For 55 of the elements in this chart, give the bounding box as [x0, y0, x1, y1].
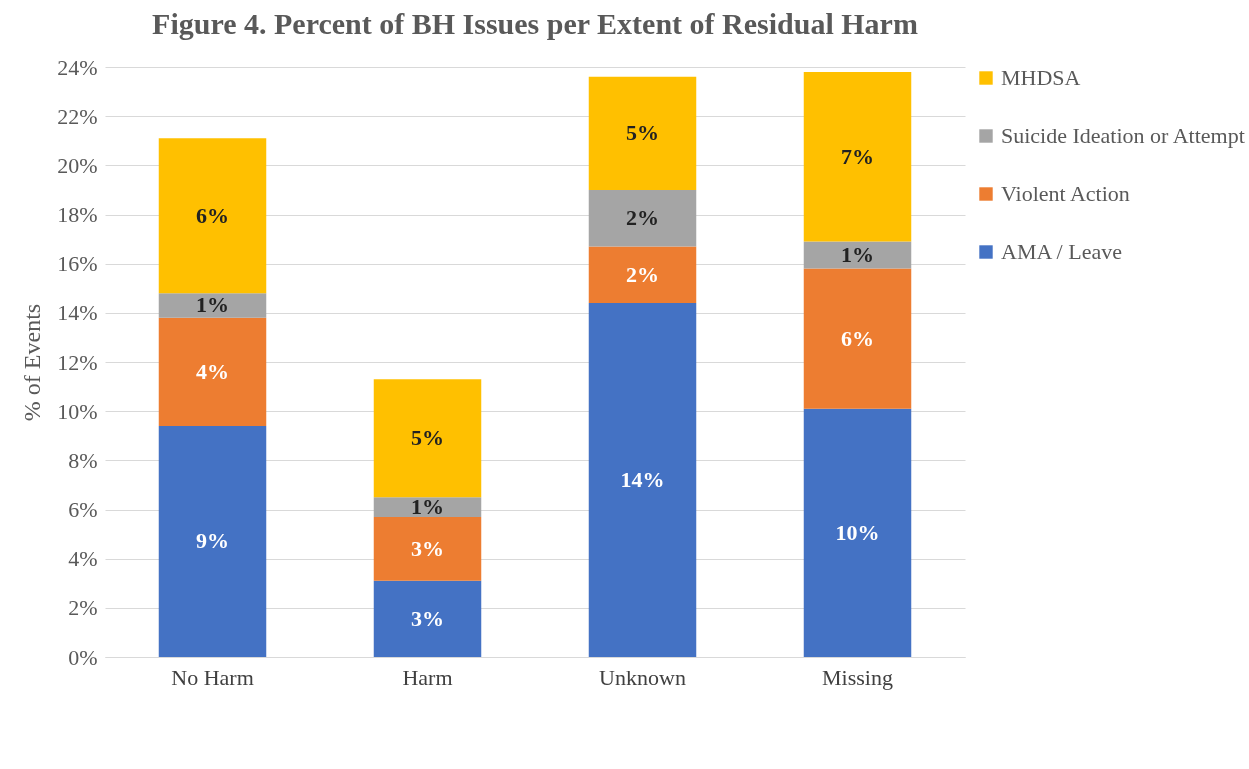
- bar: [373, 516, 482, 581]
- bar: [158, 425, 267, 657]
- bar: [803, 408, 912, 657]
- bar: [158, 138, 267, 294]
- data-label: 6%: [196, 202, 229, 228]
- data-label: 2%: [626, 205, 659, 231]
- bar: [803, 71, 912, 242]
- x-tick-label: Missing: [822, 664, 893, 690]
- y-tick-label: 16%: [57, 251, 98, 277]
- data-label: 7%: [841, 143, 874, 169]
- data-label: 9%: [196, 528, 229, 554]
- y-tick-label: 18%: [57, 202, 98, 227]
- legend-label: AMA / Leave: [1001, 239, 1122, 264]
- legend-label: MHDSA: [1001, 65, 1081, 90]
- legend-label: Violent Action: [1001, 181, 1130, 206]
- data-label: 1%: [196, 292, 229, 318]
- bar: [803, 268, 912, 409]
- y-tick-label: 24%: [57, 54, 98, 80]
- bar: [373, 580, 482, 657]
- data-label: 3%: [411, 605, 444, 631]
- data-label: 1%: [411, 494, 444, 520]
- bar: [588, 189, 697, 247]
- data-label: 6%: [841, 325, 874, 351]
- y-tick-label: 14%: [57, 300, 98, 326]
- bar: [373, 497, 482, 517]
- bar: [588, 246, 697, 303]
- y-tick-label: 0%: [68, 644, 98, 670]
- legend-label: Suicide Ideation or Attempt: [1001, 123, 1245, 148]
- y-tick-label: 12%: [57, 349, 98, 375]
- bar: [803, 241, 912, 269]
- y-tick-label: 2%: [68, 595, 98, 621]
- data-label: 10%: [835, 519, 880, 545]
- data-label: 14%: [620, 467, 665, 492]
- data-label: 5%: [626, 120, 659, 146]
- data-label: 2%: [626, 261, 659, 287]
- bar: [373, 379, 482, 498]
- x-tick-label: Harm: [402, 664, 453, 690]
- data-label: 5%: [411, 425, 444, 451]
- x-tick-label: Unknown: [599, 664, 686, 690]
- y-tick-label: 20%: [57, 152, 98, 178]
- y-tick-label: 4%: [68, 546, 98, 572]
- y-tick-label: 22%: [57, 103, 98, 129]
- data-label: 4%: [196, 358, 229, 384]
- x-tick-label: No Harm: [171, 664, 254, 690]
- bar: [158, 293, 267, 318]
- data-label: 3%: [411, 535, 444, 561]
- y-tick-label: 6%: [68, 497, 98, 522]
- bar: [588, 76, 697, 190]
- bar: [588, 303, 697, 657]
- chart-title: Figure 4. Percent of BH Issues per Extent of Residual Harm: [152, 7, 918, 40]
- y-tick-label: 10%: [57, 398, 98, 424]
- bar: [158, 317, 267, 426]
- data-label: 1%: [841, 242, 874, 268]
- y-tick-label: 8%: [68, 447, 98, 473]
- y-axis-title: % of Events: [19, 303, 46, 422]
